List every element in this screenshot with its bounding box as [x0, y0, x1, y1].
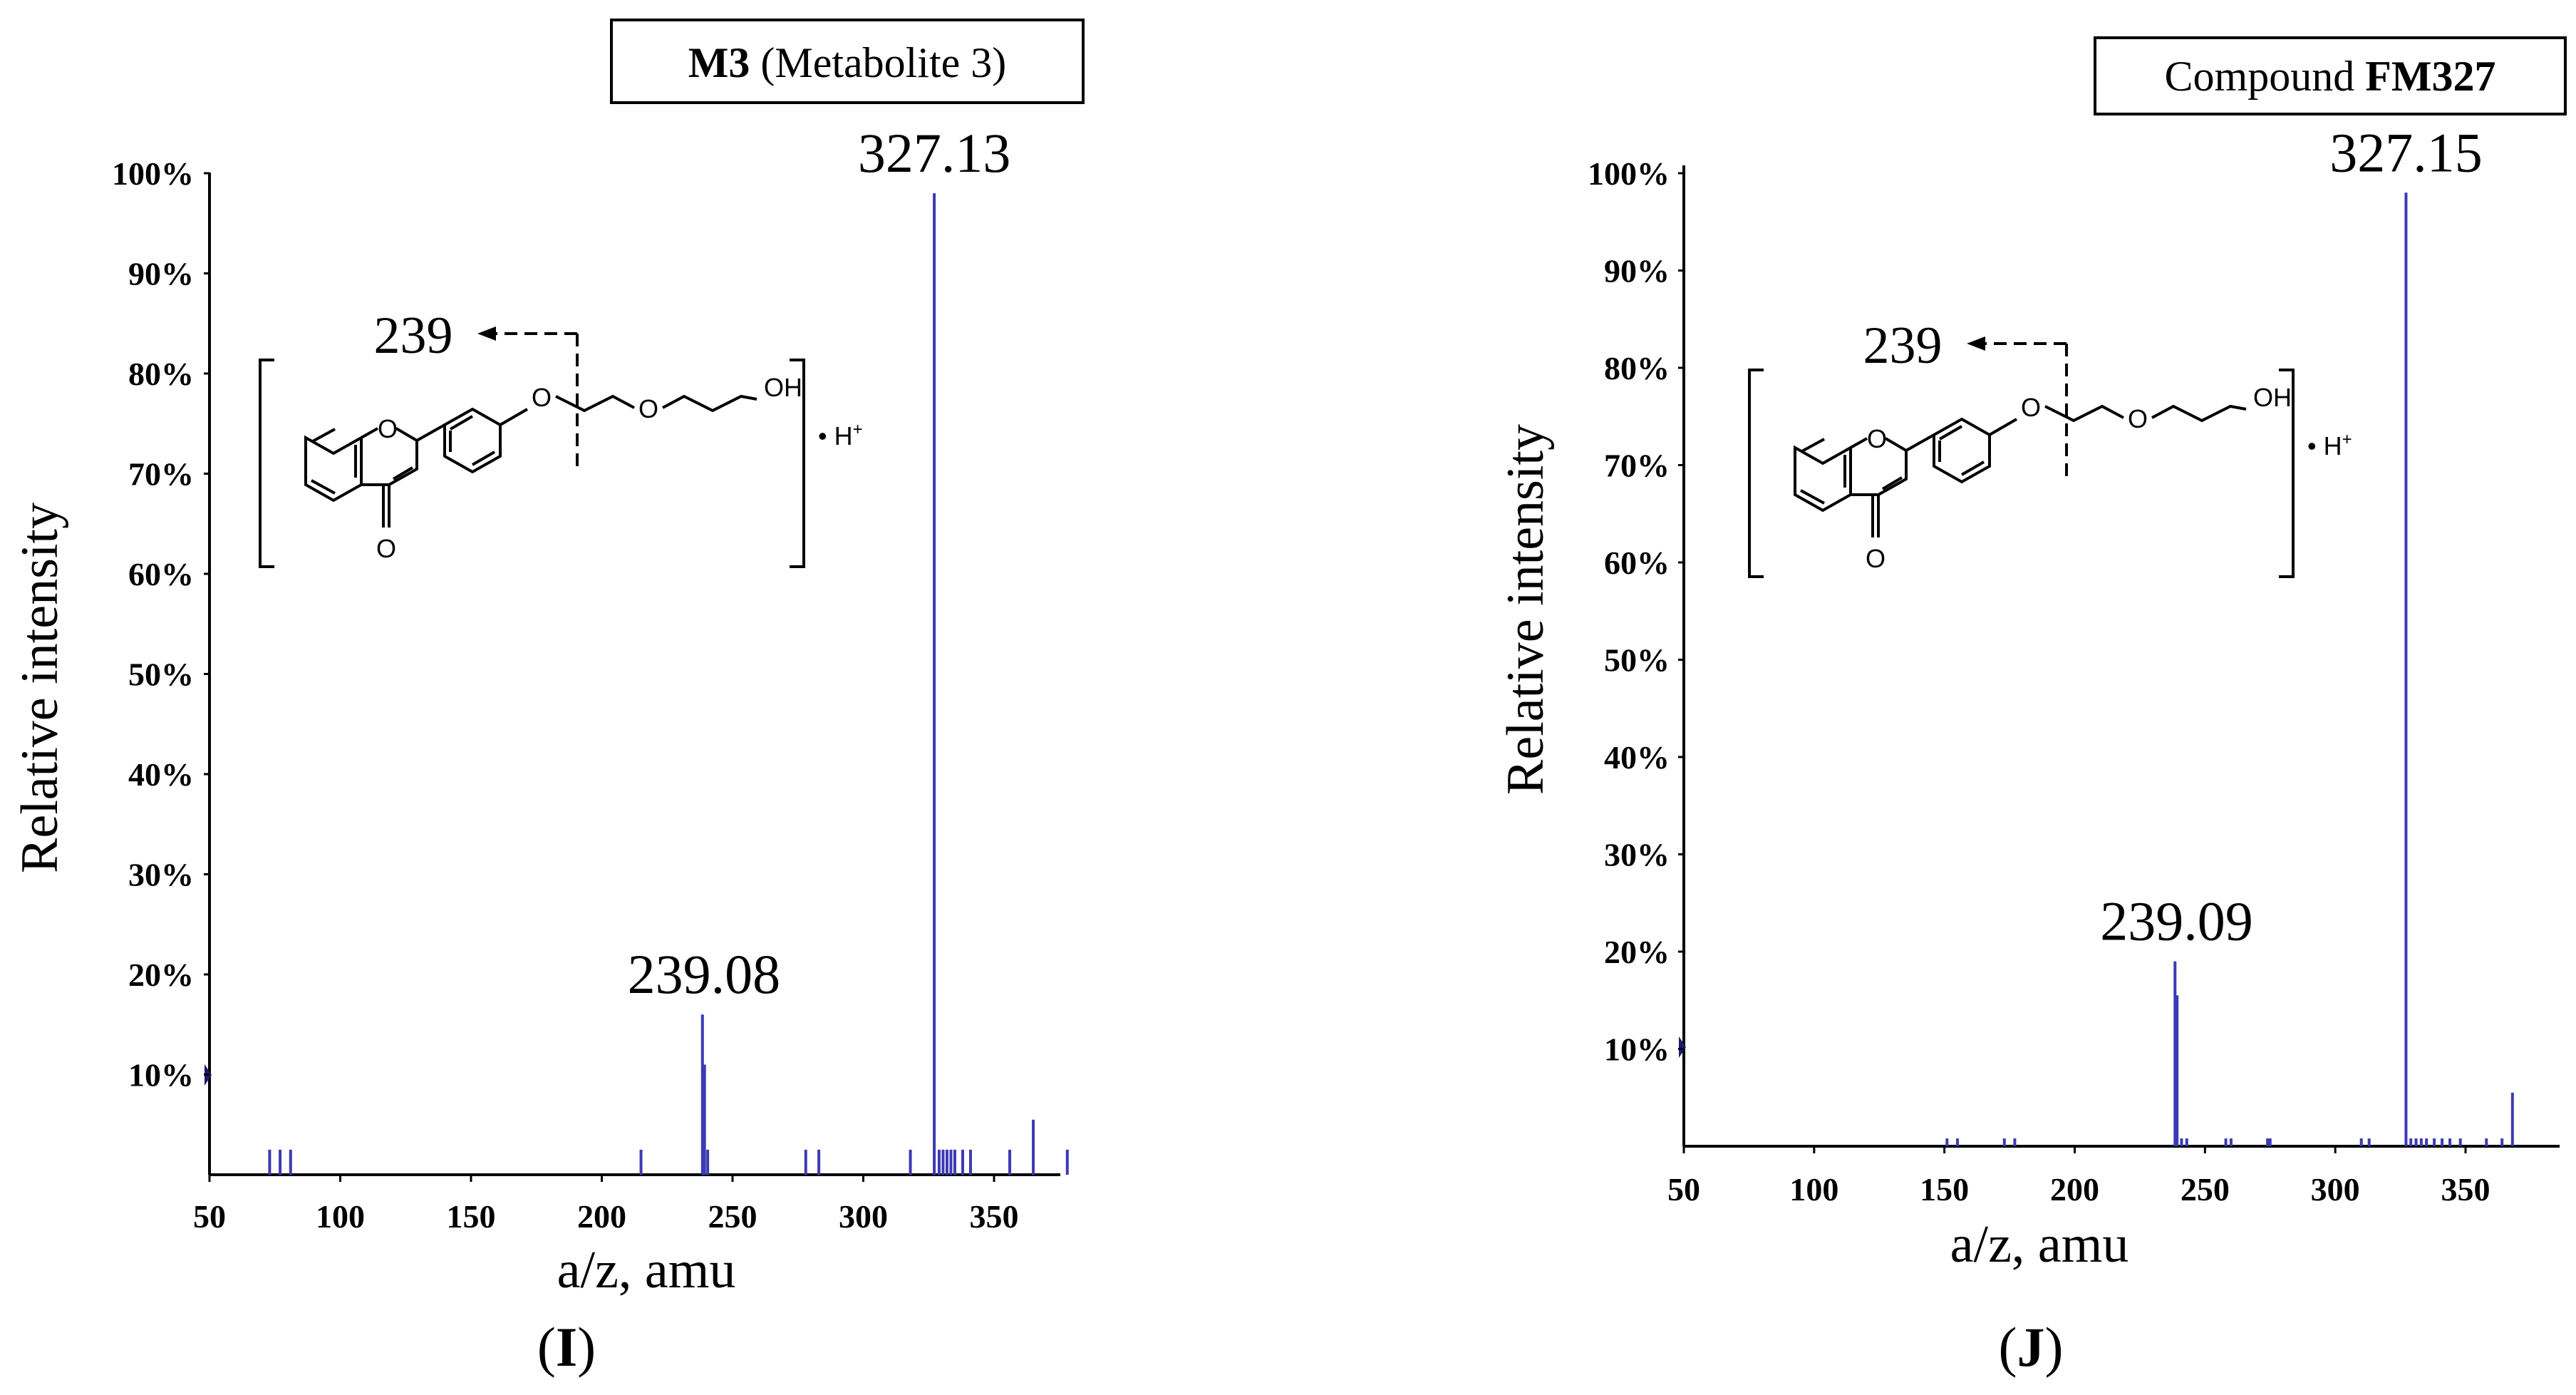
x-tick-label: 250 — [708, 1198, 757, 1235]
y-tick-label: 10% — [128, 1057, 194, 1093]
panel-i-ether-oxygen-1: O — [532, 383, 552, 412]
panel-j-title-box: Compound FM327 — [2094, 36, 2567, 115]
x-tick-label: 200 — [2050, 1171, 2099, 1208]
panel-j-y-ticks: 10% 20% 30% 40% 50% 60% 70% 80% 90% 100% — [1588, 155, 1684, 1068]
panel-i-title-box: M3 (Metabolite 3) — [610, 19, 1085, 104]
panel-i-ether-oxygen-2: O — [638, 394, 658, 423]
panel-i-ketone-oxygen: O — [376, 534, 396, 563]
y-tick-label: 100% — [1588, 155, 1670, 192]
panel-i-axes — [205, 173, 1060, 1176]
y-tick-label: 30% — [128, 857, 194, 893]
panel-j-title-normal: Compound — [2165, 53, 2366, 100]
x-tick-label: 250 — [2181, 1171, 2230, 1208]
x-tick-label: 350 — [2441, 1171, 2490, 1208]
panel-i-title-bold: M3 — [688, 39, 750, 86]
panel-i-fragment-label: 239 — [374, 307, 453, 365]
panel-j-axes — [1679, 165, 2560, 1148]
y-tick-label: 30% — [1604, 837, 1670, 873]
panel-i-x-axis-label: a/z, amu — [557, 1241, 736, 1299]
panel-i-title: M3 (Metabolite 3) — [688, 39, 1007, 86]
y-tick-label: 20% — [128, 957, 194, 993]
panel-i-hydroxyl: OH — [764, 373, 802, 402]
x-tick-label: 300 — [839, 1198, 888, 1235]
x-tick-label: 150 — [1920, 1171, 1969, 1208]
panel-j-title: Compound FM327 — [2165, 53, 2496, 100]
panel-j-ring-oxygen: O — [1867, 424, 1887, 453]
x-tick-label: 200 — [577, 1198, 626, 1235]
y-tick-label: 10% — [1604, 1031, 1670, 1068]
x-tick-label: 150 — [447, 1198, 496, 1235]
y-tick-label: 20% — [1604, 934, 1670, 970]
panel-j-title-bold: FM327 — [2365, 53, 2495, 100]
panel-i-ring-oxygen: O — [378, 414, 398, 443]
y-tick-label: 100% — [112, 155, 194, 192]
panel-i-y-ticks: 10% 20% 30% 40% 50% 60% 70% 80% 90% 100% — [112, 155, 210, 1093]
panel-j-charge: • H+ — [2307, 430, 2352, 460]
peak-label: 239.09 — [2100, 890, 2253, 952]
panel-i-x-ticks: 50 100 150 200 250 300 350 — [193, 1175, 1019, 1235]
panel-i-peaks — [268, 193, 1069, 1175]
x-tick-label: 350 — [970, 1198, 1019, 1235]
x-tick-label: 50 — [1667, 1171, 1700, 1208]
panel-j-peak-labels: 327.15 239.09 — [2100, 121, 2483, 952]
panel-j-hydroxyl: OH — [2253, 383, 2292, 412]
y-tick-label: 50% — [1604, 642, 1670, 679]
panel-j-label: (J) — [1999, 1316, 2064, 1378]
x-tick-label: 100 — [1789, 1171, 1838, 1208]
y-tick-label: 60% — [1604, 545, 1670, 581]
x-tick-label: 50 — [193, 1198, 226, 1235]
y-tick-label: 80% — [1604, 350, 1670, 386]
y-tick-label: 60% — [128, 556, 194, 592]
panel-i-charge: • H+ — [818, 420, 863, 451]
panel-j-ether-oxygen-2: O — [2128, 404, 2148, 433]
panel-j-peaks — [1945, 192, 2514, 1146]
y-tick-label: 80% — [128, 356, 194, 392]
panel-j-y-axis-label: Relative intensity — [1496, 424, 1555, 795]
panel-j-ether-oxygen-1: O — [2021, 393, 2041, 422]
panel-i-title-normal: (Metabolite 3) — [750, 39, 1006, 86]
spectrum-panel-i: M3 (Metabolite 3) 10% 20% 30% 40% 50% 60% 70% 8… — [11, 19, 1085, 1378]
peak-label: 327.15 — [2329, 121, 2483, 183]
panel-i-label: (I) — [537, 1316, 596, 1378]
y-tick-label: 50% — [128, 657, 194, 693]
y-tick-label: 70% — [1604, 448, 1670, 484]
y-tick-label: 90% — [128, 256, 194, 292]
peak-label: 327.13 — [858, 122, 1011, 184]
panel-j-x-axis-label: a/z, amu — [1950, 1215, 2129, 1274]
panel-j-fragment-label: 239 — [1863, 316, 1943, 375]
y-tick-label: 90% — [1604, 253, 1670, 289]
spectrum-panel-j: Compound FM327 10% 20% 30% 40% 50% 60% 70% 80% 9… — [1496, 36, 2567, 1378]
panel-i-structure: 239 O O O O OH • H+ — [259, 307, 863, 568]
panel-j-ketone-oxygen: O — [1866, 544, 1886, 573]
y-tick-label: 70% — [128, 456, 194, 493]
y-tick-label: 40% — [128, 756, 194, 793]
panel-j-structure: 239 O O O O OH • H+ — [1748, 316, 2352, 578]
panel-j-x-ticks: 50 100 150 200 250 300 350 — [1667, 1146, 2490, 1208]
x-tick-label: 300 — [2311, 1171, 2360, 1208]
x-tick-label: 100 — [316, 1198, 365, 1235]
y-tick-label: 40% — [1604, 739, 1670, 776]
panel-i-peak-labels: 327.13 239.08 — [628, 122, 1011, 1005]
panel-i-y-axis-label: Relative intensity — [11, 503, 69, 873]
peak-label: 239.08 — [628, 943, 781, 1005]
